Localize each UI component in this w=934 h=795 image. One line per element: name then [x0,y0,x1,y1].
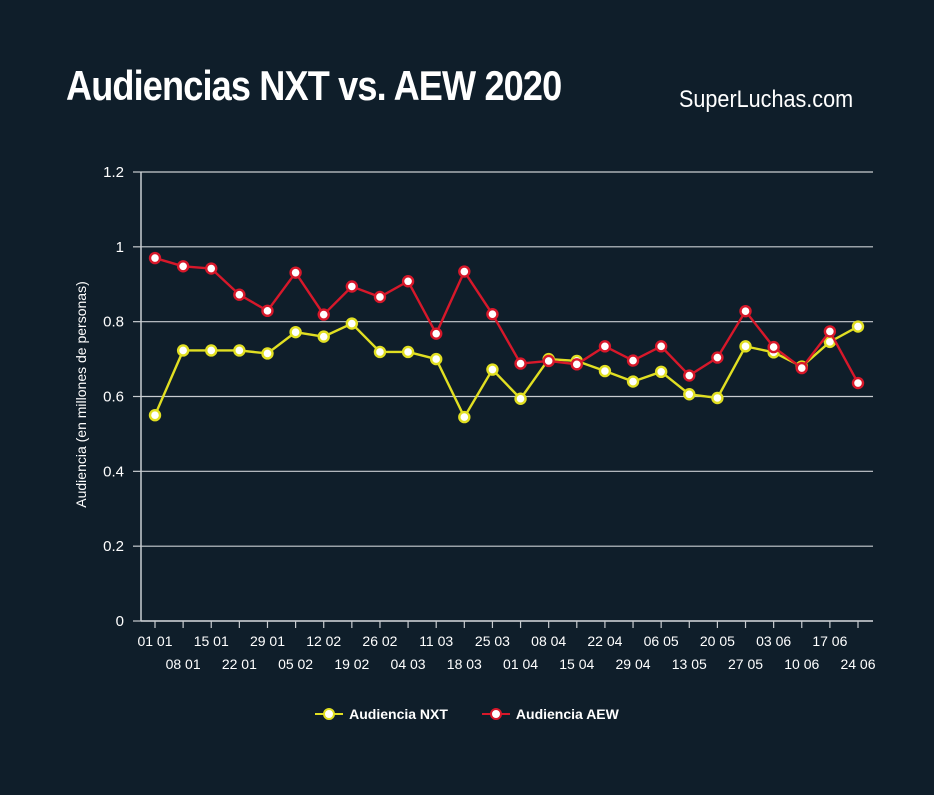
legend-nxt-marker [315,708,344,720]
series [148,251,865,424]
x-tick-label: 27 05 [728,656,763,672]
legend-aew-label: Audiencia AEW [515,706,619,722]
data-point-aew [205,262,218,275]
data-point-aew [570,358,583,371]
data-point-aew [711,351,724,364]
data-point-aew [851,376,865,390]
data-point-aew [683,369,696,382]
x-tick-label: 10 06 [784,656,819,672]
data-point-nxt [739,340,752,353]
data-point-nxt [148,409,162,422]
data-point-aew [148,251,162,265]
data-point-aew [458,265,471,278]
x-tick-label: 06 05 [644,633,679,649]
data-point-nxt [654,365,668,379]
data-point-aew [233,288,246,301]
data-point-nxt [514,392,527,405]
data-point-nxt [176,344,190,357]
data-point-aew [739,304,752,318]
data-point-nxt [458,410,471,424]
x-tick-label: 29 04 [616,656,651,672]
series-line-aew [154,256,860,384]
x-tick-label: 20 05 [700,633,735,649]
x-tick-label: 01 01 [137,633,172,649]
data-point-nxt [401,345,415,359]
data-point-aew [289,266,302,279]
x-tick-label: 13 05 [672,656,707,672]
x-tick-label: 22 04 [587,633,622,649]
x-tick-label: 24 06 [840,656,875,672]
data-point-nxt [205,344,218,357]
x-tick-label: 15 01 [194,633,229,649]
y-tick-label: 0.6 [103,389,124,406]
x-tick-label: 26 02 [362,633,397,649]
data-point-aew [626,354,640,367]
y-tick-labels: 0 0.2 0.4 0.6 0.8 1 1.2 [103,164,124,630]
y-tick-label: 1.2 [103,164,124,181]
data-point-nxt [233,344,246,357]
x-tick-label: 29 01 [250,633,285,649]
data-point-aew [486,307,499,321]
data-point-nxt [261,347,274,360]
y-tick-label: 1 [116,239,124,256]
data-point-aew [542,354,555,368]
data-point-nxt [430,352,443,366]
legend-item-nxt[interactable]: Audiencia NXT [315,706,448,722]
y-tick-label: 0 [116,613,124,630]
x-tick-label: 19 02 [334,656,369,672]
x-tick-label: 03 06 [756,633,791,649]
data-point-nxt [711,391,724,405]
axes [133,171,873,628]
x-tick-label: 01 04 [503,656,538,672]
x-tick-label: 25 03 [475,633,510,649]
x-tick-label: 12 02 [306,633,341,649]
data-point-nxt [373,345,387,359]
y-tick-label: 0.8 [103,314,124,331]
x-tick-label: 15 04 [559,656,594,672]
x-tick-label: 08 01 [166,656,201,672]
legend-item-aew[interactable]: Audiencia AEW [481,706,619,722]
data-point-nxt [851,320,865,333]
y-tick-label: 0.4 [103,463,124,480]
data-point-aew [317,308,330,321]
chart-title: Audiencias NXT vs. AEW 2020 [66,62,562,109]
data-point-nxt [317,330,330,343]
data-point-nxt [598,364,612,378]
x-tick-label: 08 04 [531,633,566,649]
legend-aew-marker [481,708,510,720]
data-point-aew [654,340,668,353]
data-point-aew [430,327,443,340]
legend: Audiencia NXT Audiencia AEW [0,706,934,722]
data-point-nxt [683,388,696,401]
brand-watermark: SuperLuchas.com [679,86,854,113]
data-point-aew [373,290,387,304]
data-point-aew [345,280,359,293]
legend-nxt-label: Audiencia NXT [349,706,448,722]
y-tick-label: 0.2 [103,538,124,555]
x-tick-label: 18 03 [447,656,482,672]
data-point-aew [401,275,415,288]
data-point-aew [823,325,837,338]
data-point-nxt [486,363,499,376]
data-point-aew [598,340,612,353]
x-tick-label: 17 06 [812,633,847,649]
data-point-aew [261,304,274,318]
x-tick-labels: 01 01 08 01 15 01 22 01 29 01 05 02 12 02 19 02… [137,633,875,672]
y-axis-label: Audiencia (en millones de personas) [73,281,89,507]
data-point-aew [795,361,808,375]
x-tick-label: 22 01 [222,656,257,672]
x-tick-label: 05 02 [278,656,313,672]
x-tick-label: 04 03 [391,656,426,672]
data-point-aew [514,357,527,370]
grid-lines [141,171,873,622]
data-point-nxt [626,375,640,388]
x-tick-label: 11 03 [419,633,453,649]
data-point-nxt [345,317,359,330]
data-point-nxt [289,325,302,339]
data-point-aew [176,260,190,273]
data-point-aew [767,340,780,354]
